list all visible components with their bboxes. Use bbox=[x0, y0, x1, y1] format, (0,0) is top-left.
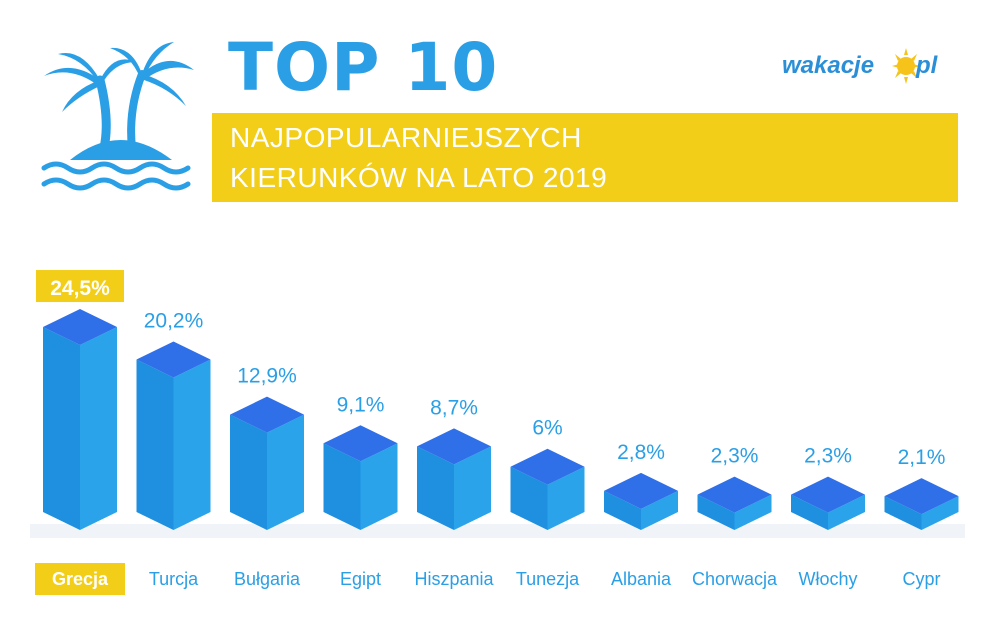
bar-8: 2,3% Chorwacja bbox=[692, 445, 778, 589]
bar-3: 12,9% Bułgaria bbox=[230, 365, 304, 589]
value-label: 9,1% bbox=[337, 393, 385, 416]
bar-left-face bbox=[510, 466, 548, 530]
bar-2: 20,2% Turcja bbox=[136, 309, 211, 589]
category-label: Chorwacja bbox=[692, 569, 778, 589]
bar-left-face bbox=[136, 359, 174, 530]
palm-island-icon bbox=[41, 42, 194, 191]
logo-text-wakacje: wakacje bbox=[782, 52, 875, 79]
category-label: Turcja bbox=[149, 569, 199, 589]
bar-9: 2,3% Włochy bbox=[791, 445, 865, 589]
bar-top-face bbox=[323, 425, 398, 462]
value-label: 12,9% bbox=[237, 365, 297, 388]
bar-top-face bbox=[884, 478, 959, 515]
bar-right-face bbox=[547, 466, 585, 530]
value-label: 20,2% bbox=[144, 309, 204, 332]
bar-top-face bbox=[510, 448, 585, 485]
bar-left-face bbox=[884, 496, 922, 530]
category-label: Tunezja bbox=[516, 569, 580, 589]
subtitle-line-1: NAJPOPULARNIEJSZYCH bbox=[230, 122, 582, 153]
bar-top-face bbox=[136, 341, 211, 378]
bar-1: 24,5% Grecja bbox=[35, 270, 125, 595]
bar-left-face bbox=[604, 490, 641, 530]
wakacje-pl-logo: wakacje pl bbox=[782, 46, 972, 96]
value-label-highlight bbox=[36, 270, 124, 303]
value-label: 2,1% bbox=[898, 446, 946, 469]
value-label: 6% bbox=[532, 417, 562, 440]
bar-right-face bbox=[267, 414, 304, 530]
bar-5: 8,7% Hiszpania bbox=[414, 396, 494, 589]
category-label: Grecja bbox=[52, 569, 109, 589]
bar-right-face bbox=[360, 443, 398, 530]
bar-top-face bbox=[791, 476, 865, 513]
bar-10: 2,1% Cypr bbox=[884, 446, 959, 589]
sun-icon bbox=[892, 48, 920, 84]
bar-6: 6% Tunezja bbox=[510, 417, 585, 589]
bar-left-face bbox=[323, 443, 361, 530]
bar-left-face bbox=[230, 414, 267, 530]
subtitle-banner: NAJPOPULARNIEJSZYCH KIERUNKÓW NA LATO 20… bbox=[212, 113, 958, 202]
category-label: Cypr bbox=[902, 569, 940, 589]
bar-right-face bbox=[828, 494, 865, 530]
category-label: Hiszpania bbox=[414, 569, 494, 589]
bar-right-face bbox=[734, 494, 772, 530]
bar-left-face bbox=[417, 446, 454, 530]
bar-4: 9,1% Egipt bbox=[323, 393, 398, 589]
value-label: 8,7% bbox=[430, 396, 478, 419]
page-title: TOP 10 bbox=[228, 29, 499, 106]
value-label: 24,5% bbox=[50, 277, 110, 300]
category-label: Egipt bbox=[340, 569, 381, 589]
bar-right-face bbox=[921, 496, 959, 530]
logo-text-pl: pl bbox=[916, 52, 938, 79]
bar-left-face bbox=[791, 494, 828, 530]
bar-right-face bbox=[80, 327, 117, 530]
bar-right-face bbox=[173, 359, 211, 530]
category-label: Albania bbox=[611, 569, 672, 589]
category-label: Bułgaria bbox=[234, 569, 301, 589]
bar-top-face bbox=[230, 396, 304, 433]
bar-top-face bbox=[697, 476, 772, 513]
bar-right-face bbox=[454, 446, 491, 530]
bar-top-face bbox=[417, 428, 491, 465]
value-label: 2,3% bbox=[804, 445, 852, 468]
bar-chart: 24,5% Grecja 20,2% Turcja 12,9% Bułgaria 9,1% E… bbox=[30, 270, 965, 595]
subtitle-line-2: KIERUNKÓW NA LATO 2019 bbox=[230, 162, 608, 193]
value-label: 2,8% bbox=[617, 441, 665, 464]
value-label: 2,3% bbox=[711, 445, 759, 468]
category-label: Włochy bbox=[798, 569, 857, 589]
bar-7: 2,8% Albania bbox=[604, 441, 678, 589]
bar-top-face bbox=[43, 309, 117, 346]
bar-left-face bbox=[697, 494, 735, 530]
category-label-highlight bbox=[35, 563, 125, 595]
bar-top-face bbox=[604, 472, 678, 509]
bar-right-face bbox=[641, 490, 678, 530]
bar-left-face bbox=[43, 327, 80, 530]
